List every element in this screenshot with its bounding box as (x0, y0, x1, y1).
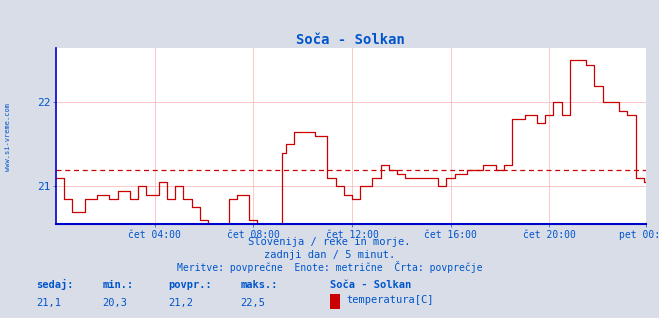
Text: povpr.:: povpr.: (168, 280, 212, 290)
Title: Soča - Solkan: Soča - Solkan (297, 32, 405, 46)
Text: 21,2: 21,2 (168, 298, 193, 308)
Text: Slovenija / reke in morje.: Slovenija / reke in morje. (248, 238, 411, 247)
Text: min.:: min.: (102, 280, 133, 290)
Text: zadnji dan / 5 minut.: zadnji dan / 5 minut. (264, 250, 395, 260)
Text: 22,5: 22,5 (241, 298, 266, 308)
Text: 21,1: 21,1 (36, 298, 61, 308)
Text: temperatura[C]: temperatura[C] (346, 295, 434, 305)
Text: Meritve: povprečne  Enote: metrične  Črta: povprečje: Meritve: povprečne Enote: metrične Črta:… (177, 261, 482, 273)
Text: maks.:: maks.: (241, 280, 278, 290)
Text: Soča - Solkan: Soča - Solkan (330, 280, 411, 290)
Text: www.si-vreme.com: www.si-vreme.com (5, 103, 11, 171)
Text: sedaj:: sedaj: (36, 279, 74, 290)
Text: 20,3: 20,3 (102, 298, 127, 308)
